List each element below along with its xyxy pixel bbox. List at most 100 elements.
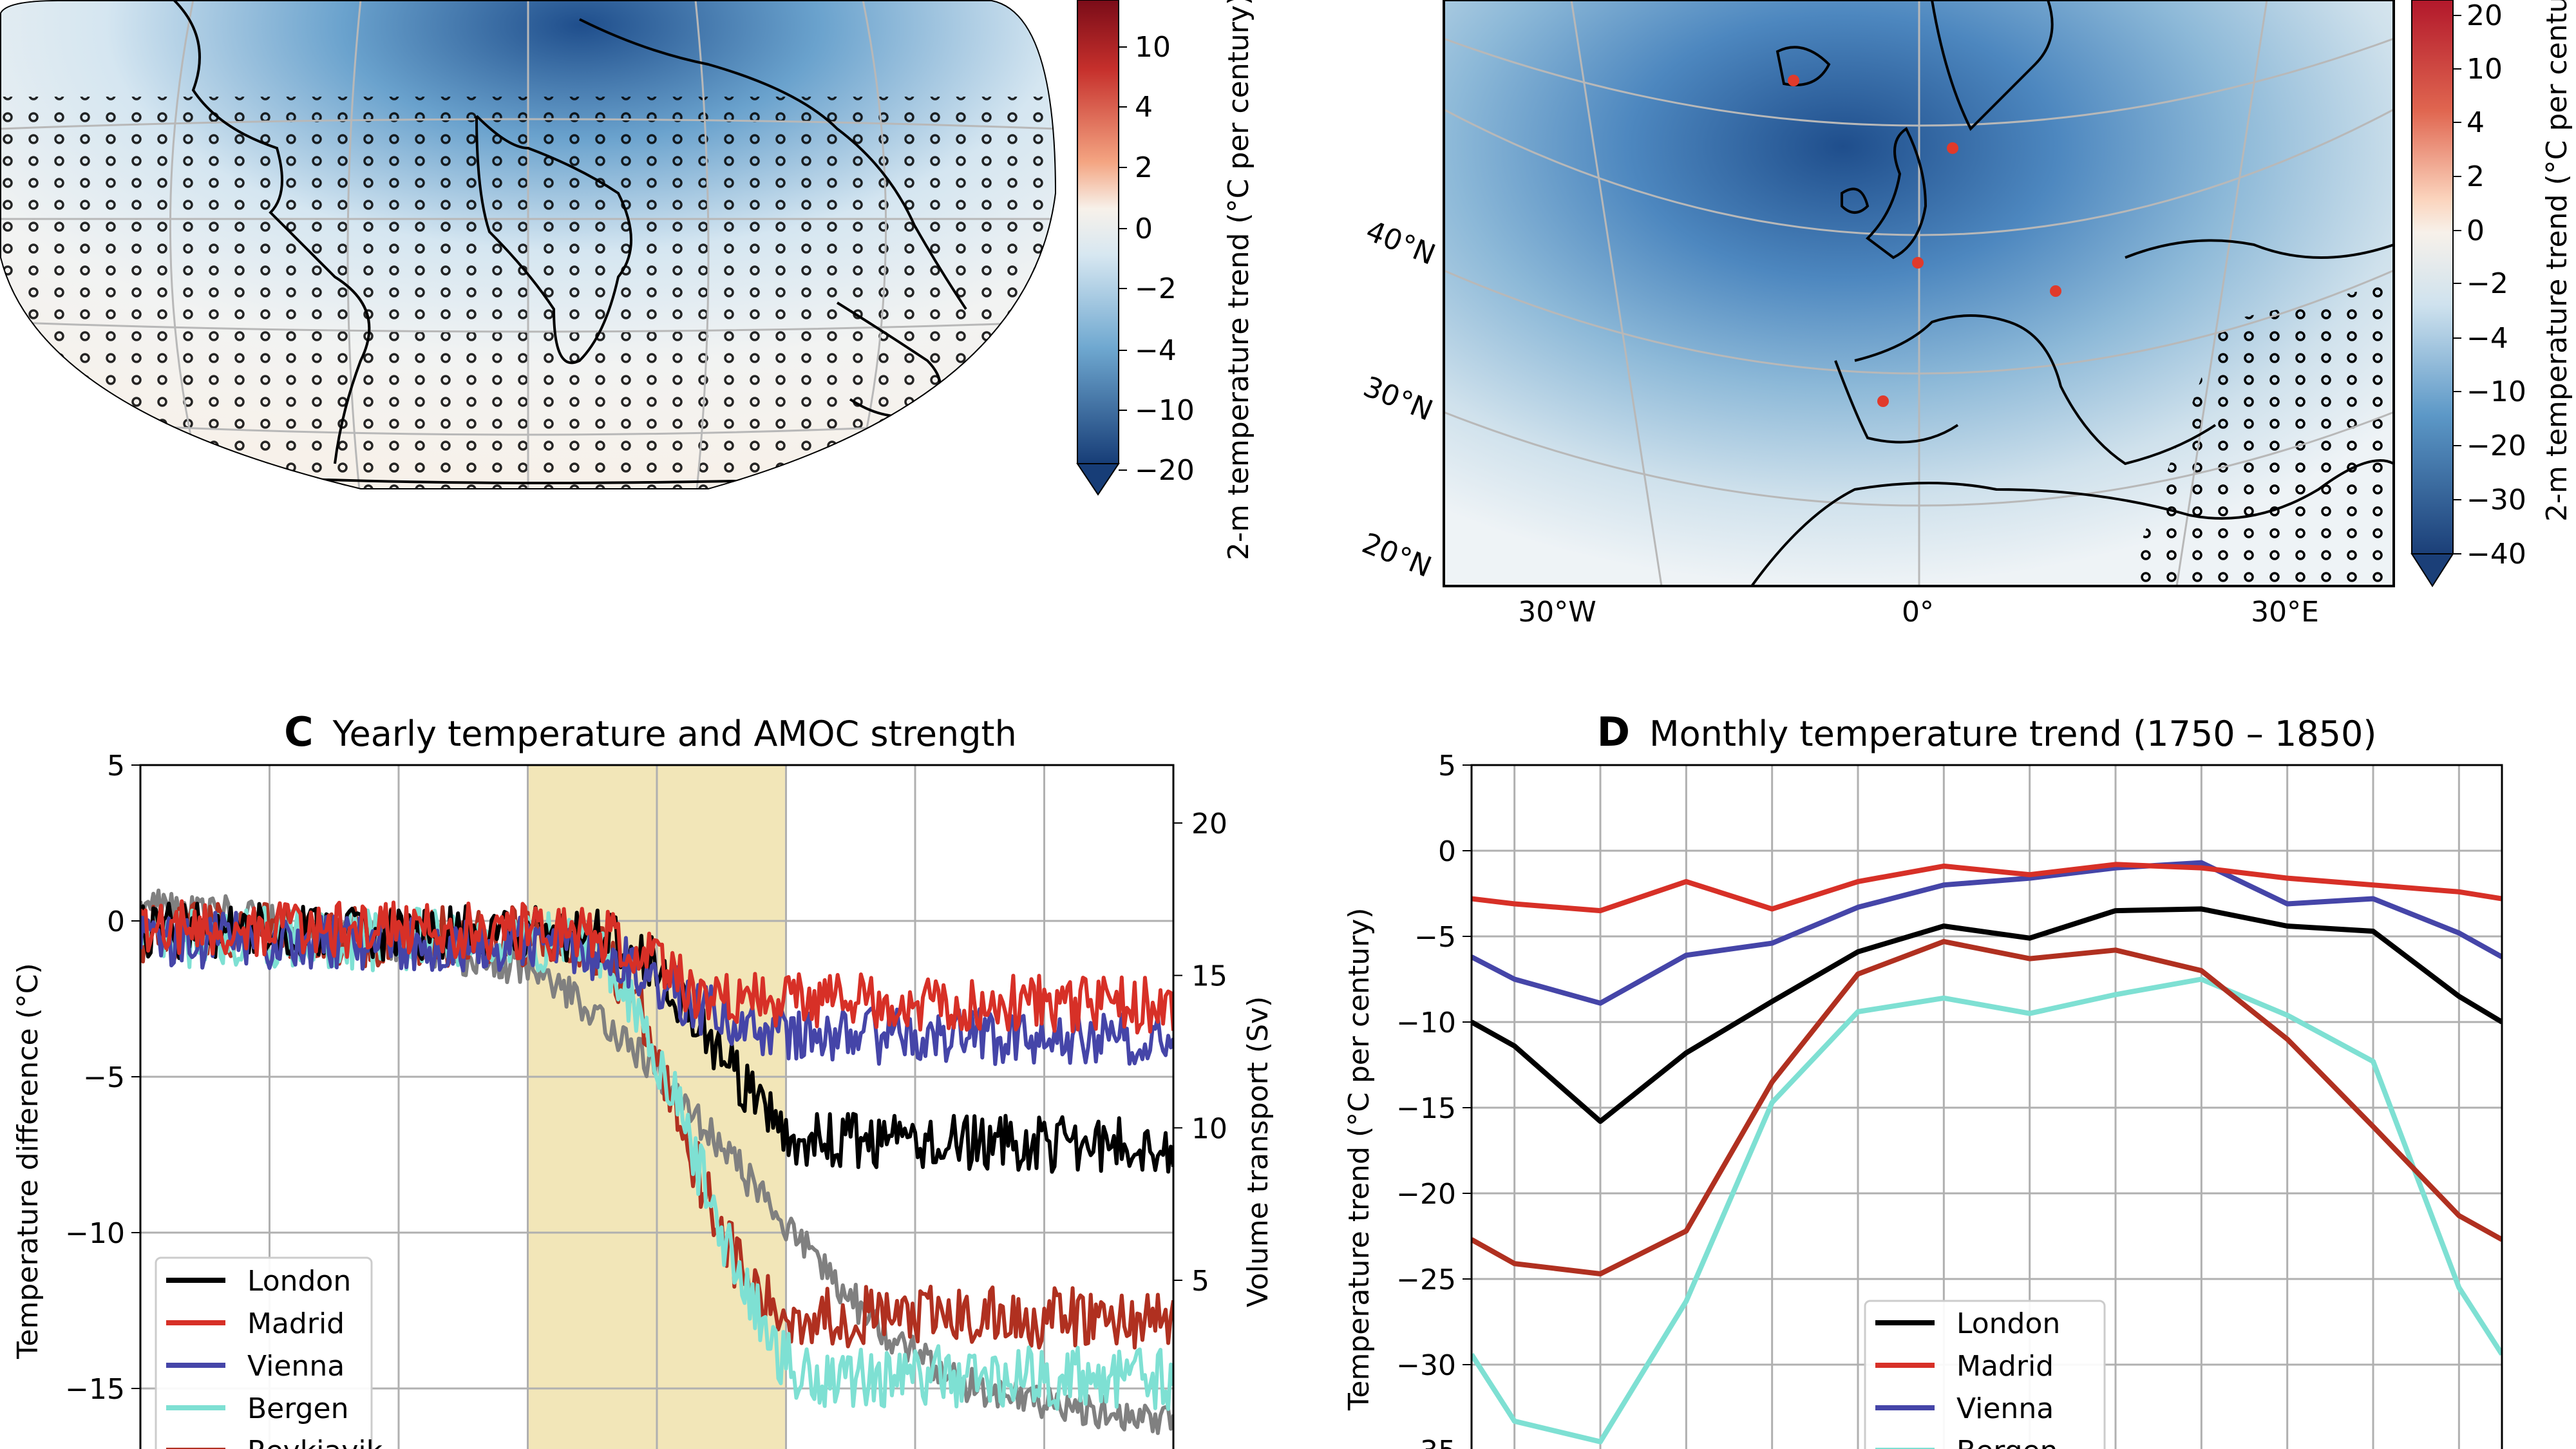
cbb-tick-label: −40 bbox=[2467, 538, 2526, 571]
cba-tick: −10 bbox=[1119, 394, 1195, 427]
y2-tick-label: 20 bbox=[1191, 808, 1227, 840]
lat-label: 40°N bbox=[1361, 214, 1440, 272]
y-tick-label: −10 bbox=[1396, 1007, 1456, 1039]
series-line-reykjavik bbox=[1472, 939, 2502, 1276]
series-line-bergen bbox=[1472, 976, 2502, 1444]
legend-label-madrid: Madrid bbox=[1956, 1350, 2054, 1383]
lat-label: 30°N bbox=[1359, 370, 1437, 428]
map-b bbox=[1444, 0, 2394, 586]
city-marker-madrid bbox=[1877, 395, 1889, 407]
panel-c-series bbox=[140, 888, 1173, 1435]
lon-label: 30°W bbox=[1518, 596, 1596, 629]
series-line-vienna bbox=[1472, 860, 2502, 1006]
cba-tick-label: 2 bbox=[1135, 151, 1153, 184]
y-tick-label: −15 bbox=[1396, 1092, 1456, 1125]
y-tick-label: 0 bbox=[1438, 835, 1456, 868]
cbb-tick: −10 bbox=[2453, 375, 2526, 408]
panel-d-title-text: Monthly temperature trend (1750 – 1850) bbox=[1649, 714, 2376, 754]
cba-tick: −2 bbox=[1119, 272, 1177, 305]
y-tick-label: −30 bbox=[1396, 1349, 1456, 1382]
cbb-tick-label: 0 bbox=[2467, 214, 2485, 247]
y-tick-label: 5 bbox=[1438, 750, 1456, 782]
colorbar-b-label: 2-m temperature trend (°C per century) bbox=[2541, 0, 2573, 522]
cba-tick-label: 0 bbox=[1135, 213, 1153, 245]
cbb-tick: 10 bbox=[2453, 53, 2503, 86]
cbb-tick: −2 bbox=[2453, 267, 2508, 300]
legend-label-madrid: Madrid bbox=[247, 1307, 345, 1340]
coastlines-b bbox=[1750, 0, 2394, 586]
cbb-tick-label: 4 bbox=[2467, 106, 2485, 139]
y-tick-label: −35 bbox=[1396, 1435, 1456, 1449]
graticule-b bbox=[1444, 0, 2394, 586]
cbb-tick-label: −2 bbox=[2467, 267, 2508, 300]
cba-tick-label: −2 bbox=[1135, 272, 1177, 305]
legend-label-london: London bbox=[247, 1265, 351, 1298]
cba-tick-label: −20 bbox=[1135, 454, 1195, 487]
city-marker-reykjavik bbox=[1788, 75, 1799, 86]
legend-label-reykjavik: Reykjavik bbox=[247, 1435, 383, 1449]
cbb-tick: −20 bbox=[2453, 430, 2526, 462]
panel-d-ylabel: Temperature trend (°C per century) bbox=[1343, 908, 1376, 1411]
legend-label-vienna: Vienna bbox=[1956, 1392, 2054, 1425]
cbb-tick-label: −4 bbox=[2467, 322, 2508, 355]
map-b-lon-labels: 30°W 0° 30°E bbox=[1518, 596, 2319, 629]
panel-c-yticks: 5 0 −5 −10 −15 bbox=[65, 750, 140, 1406]
cbb-tick-label: 20 bbox=[2467, 0, 2503, 32]
cba-tick: 2 bbox=[1119, 151, 1153, 184]
cbb-tick-label: −10 bbox=[2467, 375, 2526, 408]
city-marker-vienna bbox=[2050, 285, 2061, 297]
y-tick-label: −25 bbox=[1396, 1264, 1456, 1296]
cbb-tick-label: −20 bbox=[2467, 430, 2526, 462]
cbb-tick: 0 bbox=[2453, 214, 2485, 247]
panel-d-yticks: 5 0 −5 −10 −15 −20 −25 −30 −35 bbox=[1396, 750, 1472, 1449]
map-a bbox=[0, 0, 1056, 489]
panel-d-frame bbox=[1470, 764, 2503, 1449]
cba-tick-label: 10 bbox=[1135, 31, 1171, 64]
colorbar-a-ticks: 10 4 2 0 −2 −4 −10 −20 bbox=[1119, 31, 1195, 487]
city-markers bbox=[1788, 75, 2061, 407]
y-tick-label: −5 bbox=[1414, 921, 1456, 954]
legend-d: London Madrid Vienna Bergen bbox=[1864, 1300, 2106, 1449]
lon-label: 0° bbox=[1902, 596, 1934, 629]
panel-d-letter: D bbox=[1597, 708, 1630, 755]
panel-c-letter: C bbox=[284, 708, 314, 755]
city-marker-london bbox=[1912, 257, 1924, 269]
panel-c-y2label: Volume transport (Sv) bbox=[1242, 996, 1274, 1307]
cba-tick: −20 bbox=[1119, 454, 1195, 487]
panel-d-series bbox=[1472, 860, 2502, 1444]
coastlines-a bbox=[173, 0, 967, 484]
panel-a: 10 4 2 0 −2 −4 −10 −20 2-m temperature t… bbox=[0, 0, 1255, 560]
lat-label: 20°N bbox=[1358, 527, 1436, 584]
cbb-tick-label: 10 bbox=[2467, 53, 2503, 86]
cbb-tick: 2 bbox=[2453, 160, 2485, 193]
y2-tick-label: 10 bbox=[1191, 1112, 1227, 1145]
colorbar-b: 20 10 4 2 0 −2 −4 −10 −20 −30 −40 2-m te… bbox=[2410, 0, 2573, 587]
legend-label-london: London bbox=[1956, 1307, 2060, 1340]
y-tick-label: 5 bbox=[107, 750, 125, 782]
cba-tick-label: 4 bbox=[1135, 91, 1153, 124]
legend-label-vienna: Vienna bbox=[247, 1350, 345, 1383]
y2-tick-label: 15 bbox=[1191, 960, 1227, 993]
cba-tick: 10 bbox=[1119, 31, 1171, 64]
y-tick-label: −10 bbox=[65, 1217, 125, 1250]
colorbar-a-label: 2-m temperature trend (°C per century) bbox=[1222, 0, 1255, 560]
map-b-lat-labels: 40°N 30°N 20°N bbox=[1358, 214, 1440, 584]
series-line-vienna bbox=[140, 911, 1173, 1066]
panel-c-frame bbox=[139, 764, 1175, 1449]
panel-c-title: C Yearly temperature and AMOC strength bbox=[284, 708, 1017, 755]
cba-tick-label: −10 bbox=[1135, 394, 1195, 427]
lon-label: 30°E bbox=[2251, 596, 2319, 629]
y-tick-label: −5 bbox=[83, 1061, 125, 1094]
cbb-tick-label: 2 bbox=[2467, 160, 2485, 193]
panel-c-y2ticks: 20 15 10 5 bbox=[1173, 808, 1227, 1298]
cba-tick-label: −4 bbox=[1135, 334, 1177, 367]
panel-d: D Monthly temperature trend (1750 – 1850)… bbox=[1343, 708, 2503, 1449]
series-line-madrid bbox=[1472, 862, 2502, 914]
y2-tick-label: 5 bbox=[1191, 1265, 1209, 1298]
city-marker-bergen bbox=[1947, 142, 1958, 154]
panel-c: C Yearly temperature and AMOC strength 5 0… bbox=[12, 708, 1274, 1449]
cbb-tick: 20 bbox=[2453, 0, 2503, 32]
colorbar-b-ticks: 20 10 4 2 0 −2 −4 −10 −20 −30 −40 bbox=[2453, 0, 2526, 571]
panel-c-ylabel: Temperature difference (°C) bbox=[12, 963, 44, 1359]
